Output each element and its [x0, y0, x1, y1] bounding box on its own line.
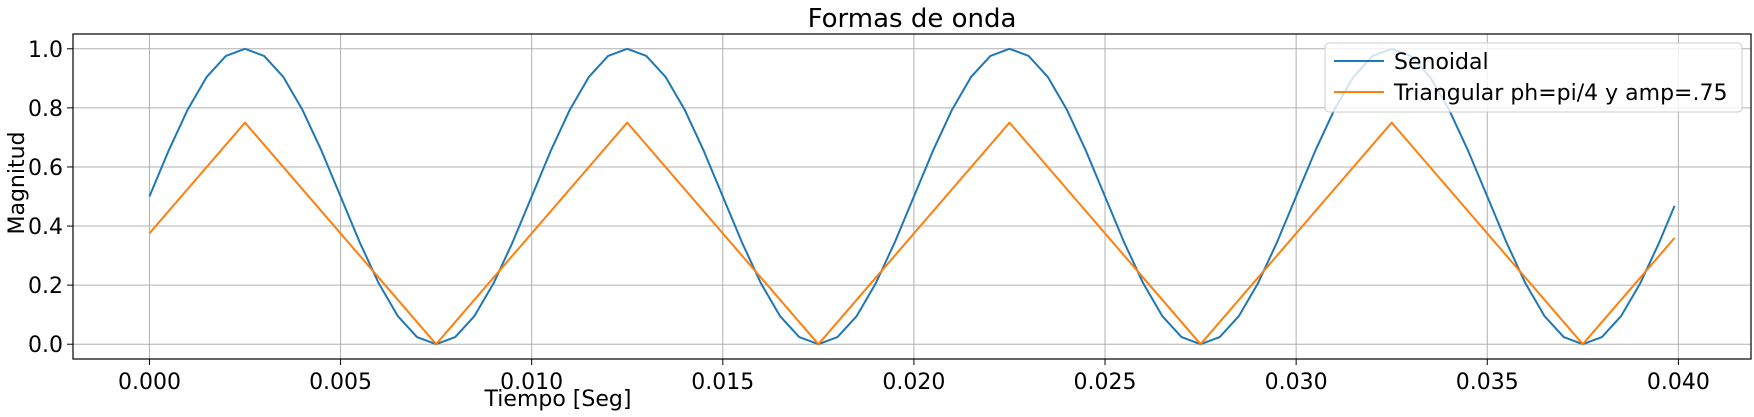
- x-axis-ticks: 0.000 0.005 0.010 0.015 0.020 0.025 0.030 0.035…: [118, 359, 1710, 395]
- x-tick-label: 0.030: [1265, 370, 1328, 395]
- y-tick-label: 1.0: [28, 38, 63, 63]
- y-tick-label: 0.6: [28, 156, 63, 181]
- x-tick-label: 0.005: [309, 370, 372, 395]
- x-tick-label: 0.015: [691, 370, 754, 395]
- x-tick-label: 0.020: [882, 370, 945, 395]
- y-tick-label: 0.0: [28, 333, 63, 358]
- legend-box: [1324, 42, 1743, 113]
- y-axis-ticks: 0.0 0.2 0.4 0.6 0.8 1.0: [28, 38, 73, 358]
- legend: Senoidal Triangular ph=pi/4 y amp=.75: [1324, 42, 1743, 113]
- y-tick-label: 0.2: [28, 274, 63, 299]
- legend-label-senoidal: Senoidal: [1394, 50, 1489, 75]
- legend-label-triangular: Triangular ph=pi/4 y amp=.75: [1393, 81, 1727, 106]
- y-tick-label: 0.4: [28, 215, 63, 240]
- x-tick-label: 0.000: [118, 370, 181, 395]
- x-tick-label: 0.025: [1074, 370, 1137, 395]
- chart-title: Formas de onda: [808, 4, 1017, 34]
- x-axis-title: Tiempo [Seg]: [484, 387, 632, 412]
- y-axis-title: Magnitud: [5, 131, 30, 234]
- x-tick-label: 0.035: [1456, 370, 1519, 395]
- plot-frame: [72, 33, 1752, 360]
- x-tick-label: 0.010: [500, 370, 563, 395]
- x-tick-label: 0.040: [1647, 370, 1710, 395]
- series-line-1: [148, 121, 1676, 346]
- y-tick-label: 0.8: [28, 97, 63, 122]
